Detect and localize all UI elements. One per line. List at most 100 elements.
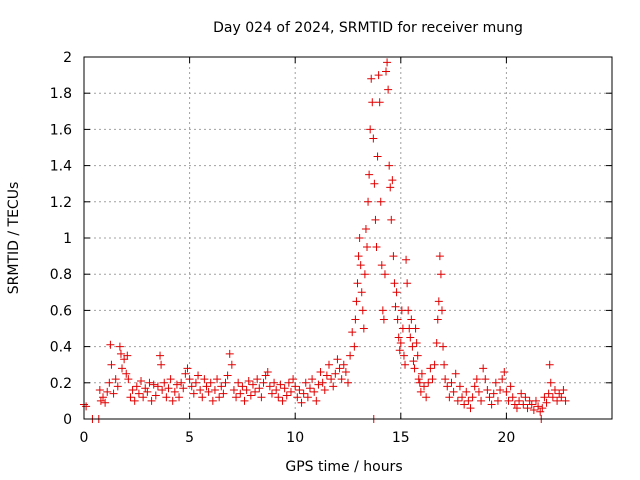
data-point-0-84: [255, 384, 264, 393]
data-point-0-14: [113, 382, 122, 391]
data-point-0-228: [481, 375, 490, 384]
data-point-0-92: [272, 386, 281, 395]
data-point-0-252: [531, 396, 540, 405]
data-point-0-16: [116, 349, 125, 358]
data-point-0-260: [545, 360, 554, 369]
data-point-0-144: [366, 125, 375, 134]
data-point-0-218: [460, 400, 469, 409]
data-point-0-18: [120, 355, 129, 364]
data-point-0-29: [141, 384, 150, 393]
data-point-0-138: [359, 324, 368, 333]
y-axis-title: SRMTID / TECUs: [6, 182, 22, 295]
data-point-0-77: [240, 396, 249, 405]
data-point-0-179: [402, 255, 411, 264]
data-point-0-38: [158, 386, 167, 395]
data-point-0-243: [512, 404, 521, 413]
data-point-0-178: [401, 360, 410, 369]
data-point-0-59: [202, 382, 211, 391]
data-point-0-223: [470, 382, 479, 391]
data-point-0-47: [177, 378, 186, 387]
data-point-0-157: [378, 306, 387, 315]
data-point-0-146: [368, 98, 377, 107]
data-point-0-205: [436, 270, 445, 279]
data-point-0-219: [462, 387, 471, 396]
data-point-0-10: [106, 340, 115, 349]
data-point-0-210: [443, 382, 452, 391]
data-point-0-184: [407, 315, 416, 324]
y-tick-label-2: 2: [63, 50, 72, 66]
data-point-0-206: [437, 306, 446, 315]
data-point-0-86: [259, 378, 268, 387]
data-point-0-168: [390, 279, 399, 288]
data-point-0-129: [350, 342, 359, 351]
data-point-0-190: [413, 351, 422, 360]
data-point-0-89: [265, 382, 274, 391]
data-point-0-90: [267, 389, 276, 398]
data-point-0-233: [491, 378, 500, 387]
data-point-0-226: [477, 396, 486, 405]
data-point-0-153: [374, 71, 383, 80]
data-point-0-66: [217, 382, 226, 391]
data-point-0-52: [187, 382, 196, 391]
data-point-0-203: [434, 297, 443, 306]
data-point-0-231: [487, 400, 496, 409]
data-point-0-73: [232, 393, 241, 402]
data-point-0-12: [109, 389, 118, 398]
data-point-0-251: [529, 405, 538, 414]
data-point-0-27: [137, 376, 146, 385]
data-point-0-156: [377, 261, 386, 270]
data-point-0-67: [219, 389, 228, 398]
data-markers: [80, 58, 570, 423]
data-point-0-268: [561, 396, 570, 405]
data-point-0-214: [451, 369, 460, 378]
data-point-0-159: [380, 270, 389, 279]
data-point-0-50: [183, 364, 192, 373]
data-point-0-94: [276, 380, 285, 389]
data-point-0-208: [440, 360, 449, 369]
data-point-0-224: [472, 375, 481, 384]
data-point-0-267: [559, 386, 568, 395]
data-point-0-119: [329, 382, 338, 391]
data-point-0-230: [485, 393, 494, 402]
data-point-0-258: [542, 398, 551, 407]
data-point-0-53: [189, 389, 198, 398]
data-point-0-105: [299, 389, 308, 398]
data-point-0-1: [82, 402, 91, 411]
data-point-0-26: [134, 389, 143, 398]
data-point-0-4: [95, 386, 104, 395]
data-point-0-121: [333, 355, 342, 364]
data-point-0-163: [385, 161, 394, 170]
data-point-0-30: [143, 387, 152, 396]
chart-title: Day 024 of 2024, SRMTID for receiver mun…: [213, 20, 523, 36]
data-point-0-165: [387, 215, 396, 224]
data-point-0-79: [244, 376, 253, 385]
data-point-0-139: [360, 270, 369, 279]
data-point-0-32: [147, 396, 156, 405]
data-point-0-41: [164, 384, 173, 393]
data-point-0-187: [410, 364, 419, 373]
data-point-0-135: [356, 261, 365, 270]
data-point-0-75: [236, 389, 245, 398]
data-point-0-19: [122, 369, 131, 378]
data-point-0-107: [303, 393, 312, 402]
data-point-0-125: [341, 367, 350, 376]
data-point-0-7: [101, 398, 110, 407]
data-point-0-266: [557, 393, 566, 402]
data-point-0-177: [399, 351, 408, 360]
x-tick-label-5: 5: [185, 430, 194, 446]
data-point-0-152: [373, 152, 382, 161]
data-point-0-17: [118, 364, 127, 373]
data-point-0-103: [295, 386, 304, 395]
data-point-0-68: [221, 378, 230, 387]
data-point-0-88: [263, 367, 272, 376]
data-point-0-99: [286, 387, 295, 396]
y-tick-label-1.2: 1.2: [50, 195, 72, 211]
data-point-0-23: [128, 386, 137, 395]
data-point-0-216: [455, 382, 464, 391]
tick-labels: 0 5 10 15 20 0 0.2 0.4 0.6 0.8 1 1.2 1.4 1.6 1.8 2: [50, 50, 516, 446]
data-point-0-112: [314, 380, 323, 389]
data-point-0-46: [175, 393, 184, 402]
data-point-0-181: [404, 306, 413, 315]
data-point-0-215: [453, 396, 462, 405]
data-point-0-35: [153, 382, 162, 391]
